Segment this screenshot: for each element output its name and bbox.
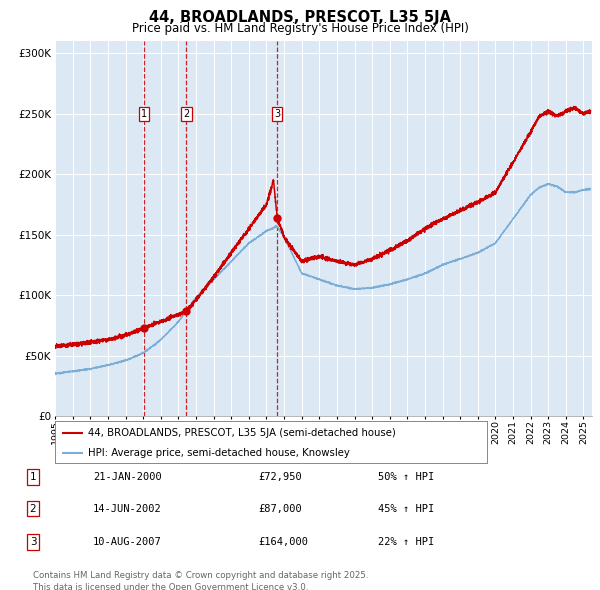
- Text: 2: 2: [29, 504, 37, 513]
- Text: 3: 3: [29, 537, 37, 546]
- Text: 22% ↑ HPI: 22% ↑ HPI: [378, 537, 434, 546]
- Text: 44, BROADLANDS, PRESCOT, L35 5JA: 44, BROADLANDS, PRESCOT, L35 5JA: [149, 10, 451, 25]
- Text: Contains HM Land Registry data © Crown copyright and database right 2025.
This d: Contains HM Land Registry data © Crown c…: [33, 571, 368, 590]
- Text: 14-JUN-2002: 14-JUN-2002: [93, 504, 162, 513]
- Text: HPI: Average price, semi-detached house, Knowsley: HPI: Average price, semi-detached house,…: [88, 448, 349, 457]
- Text: 3: 3: [274, 109, 280, 119]
- Text: Price paid vs. HM Land Registry's House Price Index (HPI): Price paid vs. HM Land Registry's House …: [131, 22, 469, 35]
- Text: 21-JAN-2000: 21-JAN-2000: [93, 472, 162, 481]
- Text: £87,000: £87,000: [258, 504, 302, 513]
- Text: £72,950: £72,950: [258, 472, 302, 481]
- Text: 44, BROADLANDS, PRESCOT, L35 5JA (semi-detached house): 44, BROADLANDS, PRESCOT, L35 5JA (semi-d…: [88, 428, 395, 438]
- Text: 1: 1: [29, 472, 37, 481]
- Text: 1: 1: [141, 109, 147, 119]
- Text: 10-AUG-2007: 10-AUG-2007: [93, 537, 162, 546]
- Text: 45% ↑ HPI: 45% ↑ HPI: [378, 504, 434, 513]
- Text: 50% ↑ HPI: 50% ↑ HPI: [378, 472, 434, 481]
- Text: £164,000: £164,000: [258, 537, 308, 546]
- Text: 2: 2: [183, 109, 190, 119]
